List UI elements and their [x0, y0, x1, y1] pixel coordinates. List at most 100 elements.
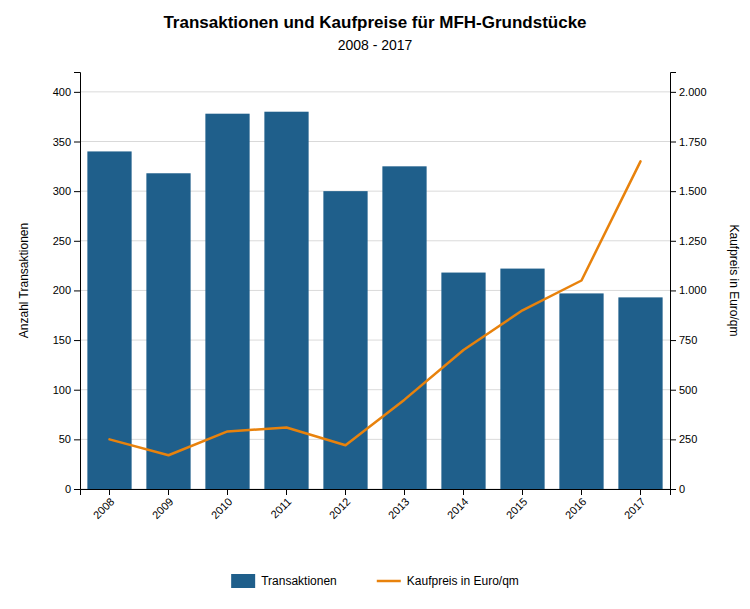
legend-label: Kaufpreis in Euro/qm [407, 574, 519, 588]
tick: 2017 [622, 489, 648, 521]
axis-line [671, 73, 677, 490]
tick-label: 2009 [150, 495, 176, 521]
tick-label: 2014 [445, 495, 471, 521]
bar-series [87, 112, 662, 489]
tick: 2013 [386, 489, 412, 521]
tick-label: 750 [679, 334, 697, 346]
tick-mark [670, 489, 676, 490]
tick-label: 2.000 [679, 86, 707, 98]
tick-label: 350 [53, 136, 71, 148]
tick: 200 [53, 284, 80, 296]
tick: 1.750 [670, 136, 707, 148]
tick-mark [670, 439, 676, 440]
tick: 350 [53, 136, 80, 148]
tick-label: 0 [65, 483, 71, 495]
legend-item: Transaktionen [231, 574, 337, 588]
y2-axis-title: Kaufpreis in Euro/qm [727, 224, 741, 336]
tick: 2009 [150, 489, 176, 521]
tick: 2014 [445, 489, 471, 521]
tick: 300 [53, 185, 80, 197]
tick: 2008 [91, 489, 117, 521]
tick-mark [670, 390, 676, 391]
tick-mark [74, 191, 80, 192]
bar [146, 173, 190, 489]
tick-mark [168, 489, 169, 495]
tick-label: 1.250 [679, 235, 707, 247]
tick: 50 [59, 433, 80, 445]
axis-line [81, 490, 671, 496]
tick-mark [286, 489, 287, 495]
bar [382, 166, 426, 489]
tick: 0 [65, 483, 80, 495]
tick: 250 [670, 433, 697, 445]
line [110, 161, 641, 455]
legend-swatch [231, 574, 255, 588]
tick-mark [74, 489, 80, 490]
title: Transaktionen und Kaufpreise für MFH-Gru… [163, 13, 586, 32]
tick-mark [74, 241, 80, 242]
tick: 2016 [563, 489, 589, 521]
tick: 250 [53, 235, 80, 247]
tick-mark [670, 191, 676, 192]
tick: 500 [670, 384, 697, 396]
tick-label: 2011 [268, 495, 293, 520]
tick-label: 400 [53, 86, 71, 98]
tick-label: 2016 [563, 495, 589, 521]
tick-mark [74, 439, 80, 440]
tick: 2015 [504, 489, 530, 521]
tick-mark [670, 142, 676, 143]
tick-mark [109, 489, 110, 495]
tick-mark [670, 290, 676, 291]
tick: 2012 [327, 489, 353, 521]
tick-label: 300 [53, 185, 71, 197]
tick-label: 2012 [327, 495, 353, 521]
grid-line [80, 91, 670, 92]
tick-mark [670, 241, 676, 242]
tick: 0 [670, 483, 685, 495]
legend-item: Kaufpreis in Euro/qm [377, 574, 519, 588]
tick: 2.000 [670, 86, 707, 98]
tick-label: 2015 [504, 495, 530, 521]
tick: 1.500 [670, 185, 707, 197]
legend-swatch [377, 580, 401, 583]
tick-mark [345, 489, 346, 495]
grid-line [80, 141, 670, 142]
tick-mark [227, 489, 228, 495]
tick: 1.000 [670, 284, 707, 296]
tick-label: 200 [53, 284, 71, 296]
tick-label: 50 [59, 433, 71, 445]
tick: 100 [53, 384, 80, 396]
axis-line [74, 73, 81, 490]
bar [618, 297, 662, 489]
tick-mark [74, 390, 80, 391]
bar [441, 273, 485, 489]
tick-mark [74, 340, 80, 341]
tick: 150 [53, 334, 80, 346]
tick-label: 2017 [622, 495, 648, 521]
tick-mark [640, 489, 641, 495]
tick-label: 500 [679, 384, 697, 396]
tick-label: 2013 [386, 495, 412, 521]
y-axis-title: Anzahl Transaktionen [17, 223, 31, 338]
tick: 400 [53, 86, 80, 98]
tick-label: 2010 [209, 495, 235, 521]
tick-label: 1.000 [679, 284, 707, 296]
marks [87, 112, 662, 489]
plot: 2008 2009 2010 2011 2012 2013 2014 2015 2016 2017… [17, 73, 741, 522]
tick-mark [522, 489, 523, 495]
chart: Transaktionen und Kaufpreise für MFH-Gru… [0, 0, 750, 609]
y-axis: 0 50 100 150 200 250 300 350 400 [53, 73, 81, 496]
tick-mark [74, 142, 80, 143]
tick-mark [670, 340, 676, 341]
tick: 1.250 [670, 235, 707, 247]
bar [559, 293, 603, 489]
legend-label: Transaktionen [261, 574, 337, 588]
y2-axis: 0 250 500 750 1.000 1.250 1.500 1.750 2.000 [670, 73, 707, 496]
tick-label: 100 [53, 384, 71, 396]
tick-mark [74, 92, 80, 93]
tick: 2010 [209, 489, 235, 521]
tick-label: 150 [53, 334, 71, 346]
grid [80, 92, 670, 489]
tick-label: 250 [679, 433, 697, 445]
tick-mark [74, 290, 80, 291]
